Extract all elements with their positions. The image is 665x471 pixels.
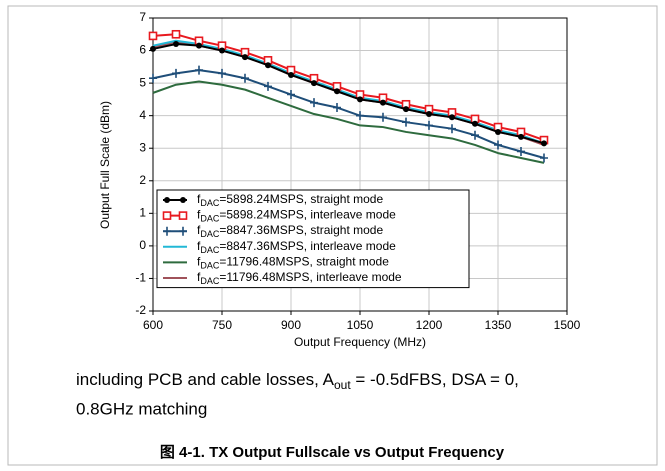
- point-marker: [150, 45, 156, 52]
- point-marker: [265, 62, 271, 69]
- x-tick-label: 750: [212, 318, 232, 332]
- point-marker: [195, 65, 203, 75]
- y-tick-label: 4: [139, 108, 146, 122]
- legend-subscript: DAC: [200, 261, 220, 271]
- note-subscript: out: [334, 378, 351, 392]
- point-marker: [540, 153, 548, 163]
- legend-text: =8847.36MSPS, interleave mode: [219, 239, 396, 253]
- legend-marker: [163, 226, 171, 236]
- y-tick-label: 1: [139, 206, 146, 220]
- legend-subscript: DAC: [200, 245, 220, 255]
- point-marker: [149, 73, 157, 83]
- note-line: 0.8GHz matching: [76, 399, 207, 418]
- point-marker: [425, 120, 433, 130]
- x-tick-label: 600: [143, 318, 163, 332]
- note-line: including PCB and cable losses, Aout = -…: [76, 370, 519, 392]
- point-marker: [517, 146, 525, 156]
- point-marker: [356, 111, 364, 121]
- point-marker: [379, 112, 387, 122]
- legend-marker: [162, 211, 172, 220]
- point-marker: [495, 128, 501, 135]
- point-marker: [264, 81, 272, 91]
- plot-frame: [152, 17, 568, 312]
- point-marker: [241, 73, 249, 83]
- y-axis-label: Output Full Scale (dBm): [98, 101, 112, 229]
- point-marker: [287, 90, 295, 100]
- series-line: [152, 80, 545, 164]
- note-text: including PCB and cable losses, A: [76, 370, 335, 389]
- x-tick-label: 1050: [347, 318, 374, 332]
- point-marker: [426, 111, 432, 118]
- y-tick-label: 2: [139, 173, 146, 187]
- point-marker: [402, 117, 410, 127]
- legend-subscript: DAC: [200, 230, 220, 240]
- point-marker: [357, 96, 363, 103]
- legend-subscript: DAC: [200, 276, 220, 286]
- legend-marker: [180, 197, 186, 203]
- legend-label: fDAC=5898.24MSPS, interleave mode: [197, 208, 396, 224]
- y-tick-label: 7: [139, 10, 146, 24]
- y-tick-label: 3: [139, 140, 146, 154]
- x-tick-label: 900: [281, 318, 301, 332]
- series-line: [152, 43, 545, 145]
- note-text: = -0.5dFBS, DSA = 0,: [351, 370, 519, 389]
- point-marker: [311, 80, 317, 87]
- point-marker: [242, 54, 248, 61]
- legend-text: f: [197, 255, 201, 269]
- legend-marker: [179, 226, 187, 236]
- point-marker: [541, 140, 547, 147]
- legend-marker: [178, 211, 188, 220]
- point-marker: [471, 130, 479, 140]
- y-tick-label: 0: [139, 238, 146, 252]
- y-tick-label: 5: [139, 75, 146, 89]
- legend-text: f: [197, 192, 201, 206]
- point-marker: [494, 140, 502, 150]
- legend-text: =5898.24MSPS, straight mode: [219, 192, 383, 206]
- x-tick-label: 1350: [485, 318, 512, 332]
- legend-text: =11796.48MSPS, interleave mode: [219, 270, 402, 284]
- x-tick-label: 1200: [416, 318, 443, 332]
- legend-text: f: [197, 239, 201, 253]
- point-marker: [333, 103, 341, 113]
- point-marker: [310, 98, 318, 108]
- point-marker: [518, 133, 524, 140]
- point-marker: [334, 88, 340, 95]
- y-tick-label: -1: [135, 271, 146, 285]
- point-marker: [173, 41, 179, 48]
- legend-marker: [164, 197, 170, 203]
- legend-subscript: DAC: [200, 198, 220, 208]
- y-tick-label: -2: [135, 303, 146, 317]
- legend-text: =11796.48MSPS, straight mode: [219, 255, 389, 269]
- legend-text: f: [197, 223, 201, 237]
- legend-label: fDAC=8847.36MSPS, interleave mode: [197, 239, 396, 255]
- legend-label: fDAC=5898.24MSPS, straight mode: [197, 192, 383, 208]
- point-marker: [288, 71, 294, 78]
- point-marker: [196, 42, 202, 49]
- point-marker: [218, 68, 226, 78]
- point-marker: [449, 114, 455, 121]
- legend-text: =5898.24MSPS, interleave mode: [219, 208, 396, 222]
- x-axis-label: Output Frequency (MHz): [294, 335, 426, 349]
- y-tick-label: 6: [139, 43, 146, 57]
- legend-label: fDAC=11796.48MSPS, interleave mode: [197, 270, 402, 286]
- figure-border: [7, 5, 658, 466]
- point-marker: [171, 29, 181, 39]
- legend-label: fDAC=8847.36MSPS, straight mode: [197, 223, 383, 239]
- legend-subscript: DAC: [200, 214, 220, 224]
- point-marker: [148, 31, 158, 41]
- point-marker: [219, 47, 225, 54]
- point-marker: [472, 120, 478, 127]
- point-marker: [380, 99, 386, 106]
- legend-text: =8847.36MSPS, straight mode: [219, 223, 383, 237]
- caption: 图 4-1. TX Output Fullscale vs Output Fre…: [160, 444, 505, 461]
- legend-text: f: [197, 270, 201, 284]
- legend-text: f: [197, 208, 201, 222]
- x-tick-label: 1500: [554, 318, 581, 332]
- point-marker: [172, 68, 180, 78]
- point-marker: [403, 106, 409, 113]
- point-marker: [448, 124, 456, 134]
- legend-label: fDAC=11796.48MSPS, straight mode: [197, 255, 389, 271]
- legend-box: [156, 189, 470, 289]
